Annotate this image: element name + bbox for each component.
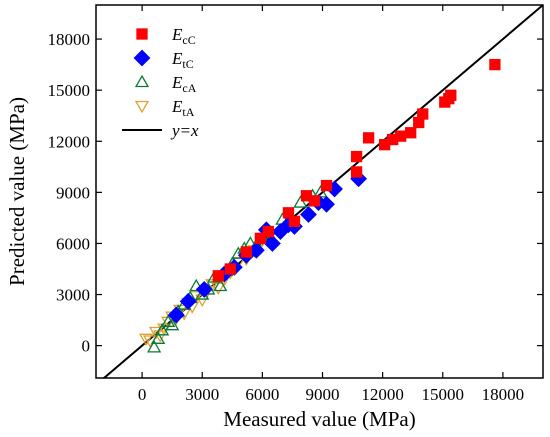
- point-ecc-12: [362, 132, 375, 144]
- x-tick-label-1: 3000: [185, 385, 219, 404]
- point-eca-2: [155, 323, 170, 336]
- legend-marker-3: [134, 100, 150, 114]
- point-ecc-21: [443, 93, 455, 105]
- x-tick-label-2: 6000: [245, 385, 279, 404]
- point-ecc-3: [254, 232, 267, 244]
- point-ecc-15: [395, 130, 407, 142]
- point-etc-1: [179, 292, 197, 310]
- legend-label-1: EtC: [171, 49, 194, 71]
- point-etc-14: [318, 195, 335, 213]
- series-ecc: [212, 58, 501, 282]
- point-ecc-1: [224, 263, 236, 275]
- y-tick-label-0: 0: [82, 337, 91, 356]
- legend-marker-0: [136, 28, 148, 40]
- point-eta-2: [149, 326, 164, 340]
- ticks-layer: 0 3000 6000 9000 12000 15000 18000 0 3000 6000 900…: [48, 5, 543, 404]
- point-eca-8: [189, 278, 204, 292]
- x-tick-label-3: 9000: [306, 385, 340, 404]
- y-tick-label-2: 6000: [56, 234, 90, 253]
- legend-label-reference-line: y=x: [170, 121, 199, 140]
- point-etc-2: [195, 281, 213, 298]
- point-eca-1: [151, 331, 166, 344]
- points-layer: [138, 58, 501, 353]
- point-ecc-6: [288, 215, 301, 227]
- point-ecc-16: [405, 127, 417, 139]
- legend-marker-2: [134, 74, 150, 88]
- point-eta-5: [161, 316, 176, 330]
- point-eta-0: [138, 333, 154, 347]
- y-tick-label-3: 9000: [56, 183, 90, 202]
- point-ecc-2: [240, 246, 252, 258]
- reference-line-layer: [102, 5, 543, 378]
- point-eta-3: [153, 330, 168, 343]
- legend-marker-1: [133, 49, 151, 67]
- x-tick-label-5: 15000: [422, 385, 465, 404]
- point-ecc-9: [320, 179, 333, 192]
- point-ecc-10: [350, 150, 363, 163]
- y-tick-label-6: 18000: [48, 30, 91, 49]
- legend-label-2: EcA: [171, 73, 197, 95]
- point-etc-8: [263, 235, 281, 252]
- x-axis-title: Measured value (MPa): [223, 407, 415, 431]
- x-tick-label-4: 12000: [361, 385, 404, 404]
- plot-frame: [95, 4, 544, 379]
- x-tick-label-6: 18000: [482, 385, 525, 404]
- point-ecc-0: [212, 270, 224, 282]
- point-etc-12: [300, 206, 317, 223]
- point-eca-0: [147, 340, 162, 353]
- legend-label-0: EcC: [171, 25, 196, 47]
- reference-line-y-equals-x: [102, 5, 543, 378]
- point-ecc-22: [489, 58, 501, 71]
- y-tick-label-1: 3000: [56, 286, 90, 305]
- point-ecc-4: [262, 225, 275, 238]
- point-etc-0: [167, 306, 185, 324]
- point-ecc-18: [417, 108, 429, 120]
- y-axis-title: Predicted value (MPa): [5, 97, 29, 286]
- x-tick-label-0: 0: [138, 385, 147, 404]
- point-eca-22: [293, 195, 308, 208]
- point-eca-4: [165, 317, 180, 331]
- legend-label-3: EtA: [171, 97, 195, 119]
- point-ecc-8: [308, 195, 321, 207]
- y-tick-label-5: 15000: [48, 81, 91, 100]
- y-tick-label-4: 12000: [48, 132, 91, 151]
- point-ecc-11: [350, 166, 363, 178]
- point-ecc-5: [282, 207, 295, 219]
- point-eca-12: [213, 278, 228, 292]
